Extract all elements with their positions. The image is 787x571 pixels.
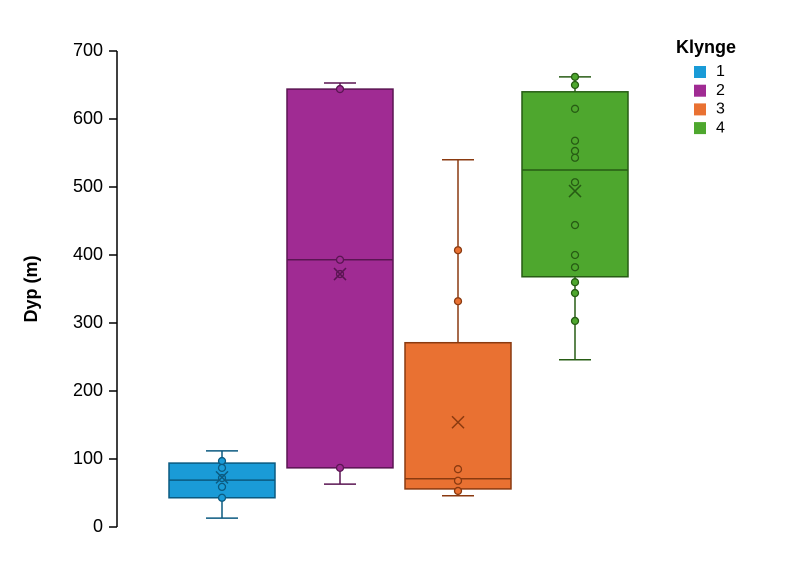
point [217, 456, 227, 466]
y-tick-label: 100 [73, 448, 103, 468]
y-tick-label: 500 [73, 176, 103, 196]
point [335, 84, 345, 94]
legend-swatch [694, 122, 706, 135]
point [453, 476, 463, 485]
mean-marker [568, 184, 582, 198]
legend-swatch [694, 84, 706, 97]
y-tick-label: 600 [73, 108, 103, 128]
legend-swatch [694, 103, 706, 116]
legend-label: 2 [716, 82, 725, 99]
point [570, 80, 580, 90]
point [570, 104, 580, 113]
point [335, 255, 345, 264]
y-tick-label: 300 [73, 312, 103, 332]
point [453, 297, 463, 306]
mean-marker [451, 415, 465, 429]
legend-title: Klynge [676, 37, 736, 57]
point [335, 463, 345, 472]
legend-label: 3 [716, 101, 725, 118]
point [453, 465, 463, 474]
y-tick-label: 400 [73, 244, 103, 264]
y-tick-label: 700 [73, 40, 103, 60]
point [570, 220, 580, 230]
legend-swatch [694, 66, 706, 78]
mean-marker [215, 470, 229, 484]
point [570, 146, 580, 156]
mean-marker [333, 267, 347, 281]
point [453, 486, 463, 496]
point [217, 493, 227, 502]
box [286, 88, 394, 469]
y-tick-label: 0 [93, 516, 103, 536]
point [570, 263, 580, 272]
legend-label: 1 [716, 63, 725, 80]
legend-label: 4 [716, 119, 725, 136]
point [217, 482, 227, 492]
point [570, 278, 580, 287]
point [570, 153, 580, 162]
point [570, 178, 580, 187]
point [570, 250, 580, 260]
point [217, 463, 227, 472]
y-axis-label: Dyp (m) [21, 255, 41, 322]
box [404, 341, 512, 490]
y-tick-label: 200 [73, 380, 103, 400]
point [570, 288, 580, 298]
point [570, 316, 580, 326]
point [570, 72, 580, 81]
point [570, 136, 580, 145]
point [453, 246, 463, 255]
